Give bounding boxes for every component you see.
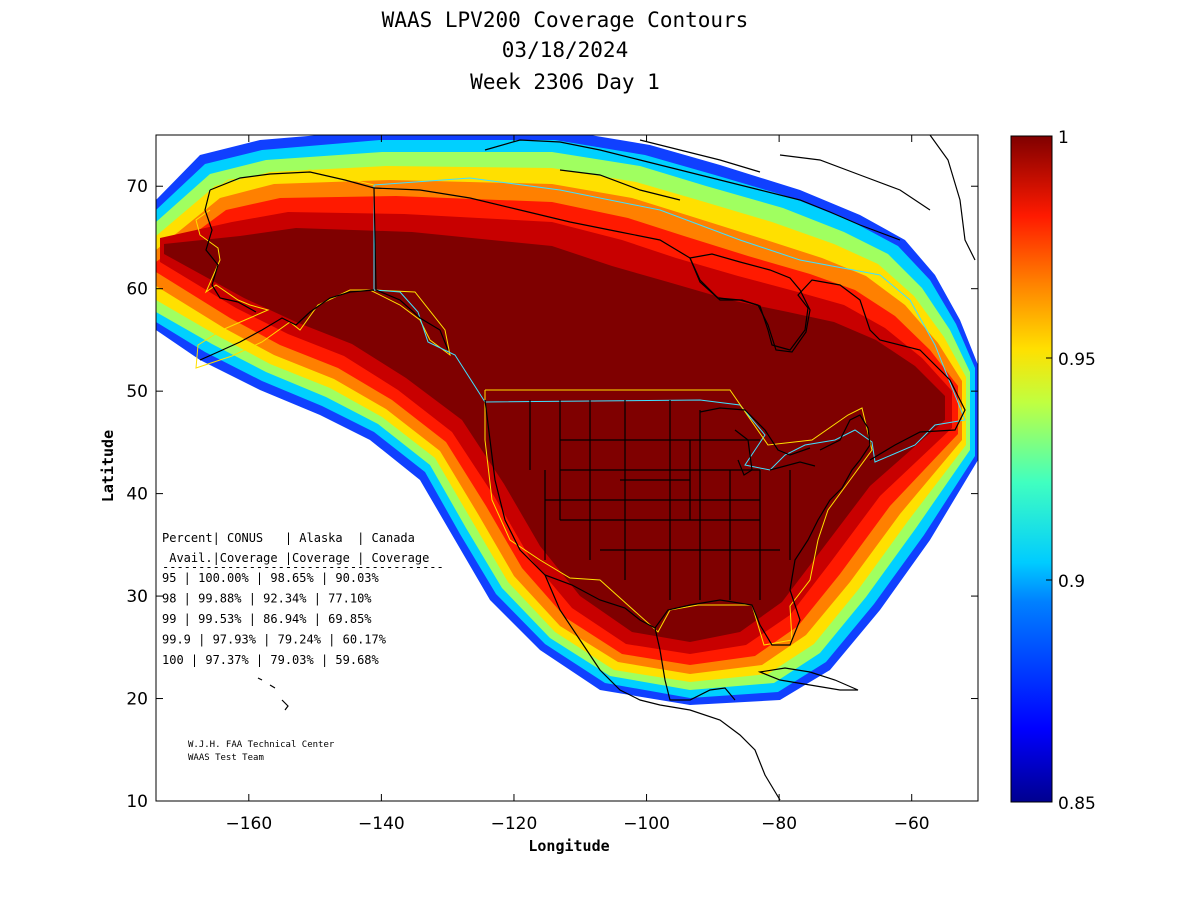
colorbar-tick-label: 0.95 <box>1058 350 1096 370</box>
y-tick-label: 70 <box>126 177 148 197</box>
y-tick-label: 50 <box>126 382 148 402</box>
chart-title-line-1: WAAS LPV200 Coverage Contours <box>381 8 749 32</box>
y-tick-label: 60 <box>126 280 148 300</box>
x-tick-label: −60 <box>894 814 930 834</box>
contour-band-maroon <box>164 228 945 642</box>
y-axis-label: Latitude <box>99 430 117 502</box>
credit-line-2: WAAS Test Team <box>188 753 264 763</box>
table-separator: --------------------------------------- <box>162 560 444 574</box>
x-tick-label: −80 <box>761 814 797 834</box>
x-axis-label: Longitude <box>528 837 609 855</box>
credit-line-1: W.J.H. FAA Technical Center <box>188 740 335 750</box>
coverage-table: Percent| CONUS | Alaska | Canada Avail.|… <box>162 531 444 667</box>
canada-coastline <box>373 187 966 461</box>
plot-area-frame <box>155 134 979 802</box>
colorbar-tick-label: 0.85 <box>1058 794 1096 814</box>
x-axis: −160 −140 −120 −100 −80 −60 <box>225 135 930 834</box>
coverage-contours <box>156 135 978 705</box>
y-tick-label: 40 <box>126 485 148 505</box>
table-header-row-2: Avail.|Coverage |Coverage | Coverage <box>162 551 429 565</box>
x-tick-label: −120 <box>491 814 538 834</box>
x-tick-label: −100 <box>623 814 670 834</box>
canada-boundary <box>373 177 966 471</box>
x-tick-label: −160 <box>225 814 272 834</box>
hawaii-islands <box>257 677 289 711</box>
y-tick-label: 30 <box>126 587 148 607</box>
y-tick-label: 10 <box>126 792 148 812</box>
colorbar-ticks: 0.85 0.9 0.95 1 <box>1046 128 1096 814</box>
greenland-edge <box>929 135 976 261</box>
state-lines <box>529 400 791 600</box>
cuba-island <box>757 667 859 691</box>
table-header-row-1: Percent| CONUS | Alaska | Canada <box>162 531 415 545</box>
x-tick-label: −140 <box>358 814 405 834</box>
arctic-islands <box>484 139 931 241</box>
hudson-bay <box>689 253 811 353</box>
table-row: 100 | 97.37% | 79.03% | 59.68% <box>162 653 380 667</box>
chart-title-line-3: Week 2306 Day 1 <box>470 70 660 94</box>
mexico-coastline <box>544 574 781 801</box>
geographic-outlines <box>199 135 976 801</box>
table-row: 98 | 99.88% | 92.34% | 77.10% <box>162 592 372 606</box>
y-tick-label: 20 <box>126 690 148 710</box>
us-coastline <box>484 399 871 646</box>
table-row: 99 | 99.53% | 86.94% | 69.85% <box>162 612 372 626</box>
table-row: 99.9 | 97.93% | 79.24% | 60.17% <box>162 633 387 647</box>
chart-title-line-2: 03/18/2024 <box>501 38 629 62</box>
colorbar-tick-label: 0.9 <box>1058 572 1085 592</box>
colorbar-tick-label: 1 <box>1058 128 1069 148</box>
y-axis: 10 20 30 40 50 60 70 <box>126 177 978 812</box>
colorbar <box>1010 135 1053 803</box>
table-row: 95 | 100.00% | 98.65% | 90.03% <box>162 571 380 585</box>
